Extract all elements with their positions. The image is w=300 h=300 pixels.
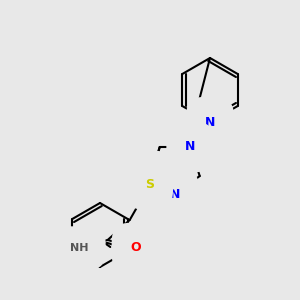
Text: N: N: [185, 140, 196, 154]
Text: S: S: [145, 178, 154, 191]
Text: NH: NH: [70, 243, 89, 253]
Text: N: N: [205, 116, 215, 128]
Text: N: N: [145, 169, 155, 182]
Text: N: N: [170, 188, 180, 200]
Text: O: O: [130, 242, 141, 254]
